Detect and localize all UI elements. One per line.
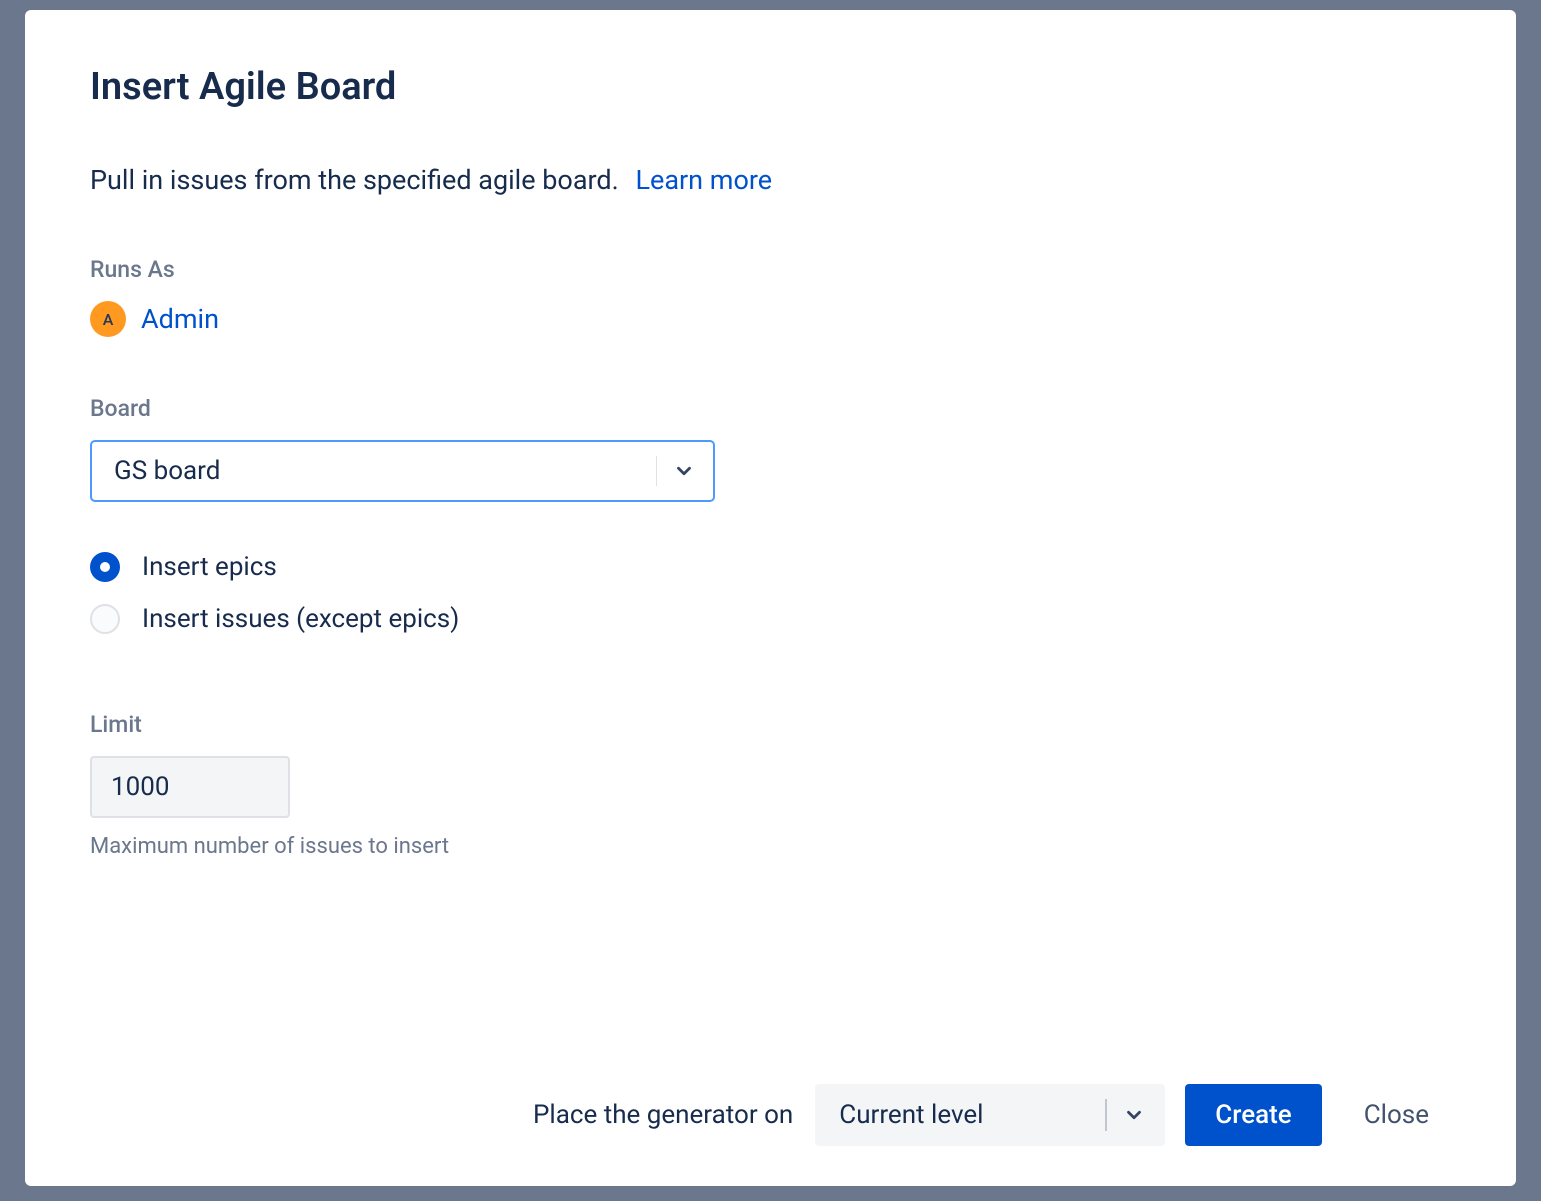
limit-input[interactable] bbox=[90, 756, 290, 818]
limit-help-text: Maximum number of issues to insert bbox=[90, 834, 1451, 859]
radio-label: Insert issues (except epics) bbox=[142, 604, 459, 634]
limit-label: Limit bbox=[90, 711, 1451, 738]
radio-insert-epics[interactable]: Insert epics bbox=[90, 552, 1451, 582]
learn-more-link[interactable]: Learn more bbox=[635, 164, 772, 196]
select-divider bbox=[656, 456, 657, 486]
runs-as-section: Runs As A Admin bbox=[90, 256, 1451, 337]
level-select-value: Current level bbox=[839, 1100, 1095, 1130]
radio-circle-checked bbox=[90, 552, 120, 582]
insert-agile-board-modal: Insert Agile Board Pull in issues from t… bbox=[25, 10, 1516, 1186]
modal-description: Pull in issues from the specified agile … bbox=[90, 164, 619, 196]
modal-footer: Place the generator on Current level Cre… bbox=[90, 1084, 1451, 1146]
close-button[interactable]: Close bbox=[1342, 1084, 1451, 1146]
radio-insert-issues[interactable]: Insert issues (except epics) bbox=[90, 604, 1451, 634]
admin-link[interactable]: Admin bbox=[141, 303, 219, 335]
chevron-down-icon bbox=[673, 460, 695, 482]
board-section: Board GS board bbox=[90, 395, 1451, 502]
limit-section: Limit Maximum number of issues to insert bbox=[90, 711, 1451, 859]
select-divider bbox=[1105, 1099, 1107, 1131]
create-button[interactable]: Create bbox=[1185, 1084, 1321, 1146]
radio-dot bbox=[100, 562, 110, 572]
avatar: A bbox=[90, 301, 126, 337]
board-label: Board bbox=[90, 395, 1451, 422]
place-generator-label: Place the generator on bbox=[533, 1100, 793, 1130]
board-select[interactable]: GS board bbox=[90, 440, 715, 502]
level-select[interactable]: Current level bbox=[815, 1084, 1165, 1146]
runs-as-label: Runs As bbox=[90, 256, 1451, 283]
insert-type-radio-group: Insert epics Insert issues (except epics… bbox=[90, 552, 1451, 656]
radio-circle-unchecked bbox=[90, 604, 120, 634]
board-select-value: GS board bbox=[114, 456, 646, 486]
chevron-down-icon bbox=[1123, 1104, 1145, 1126]
modal-description-row: Pull in issues from the specified agile … bbox=[90, 164, 1451, 196]
modal-title: Insert Agile Board bbox=[90, 65, 1451, 109]
runs-as-value: A Admin bbox=[90, 301, 1451, 337]
radio-label: Insert epics bbox=[142, 552, 277, 582]
